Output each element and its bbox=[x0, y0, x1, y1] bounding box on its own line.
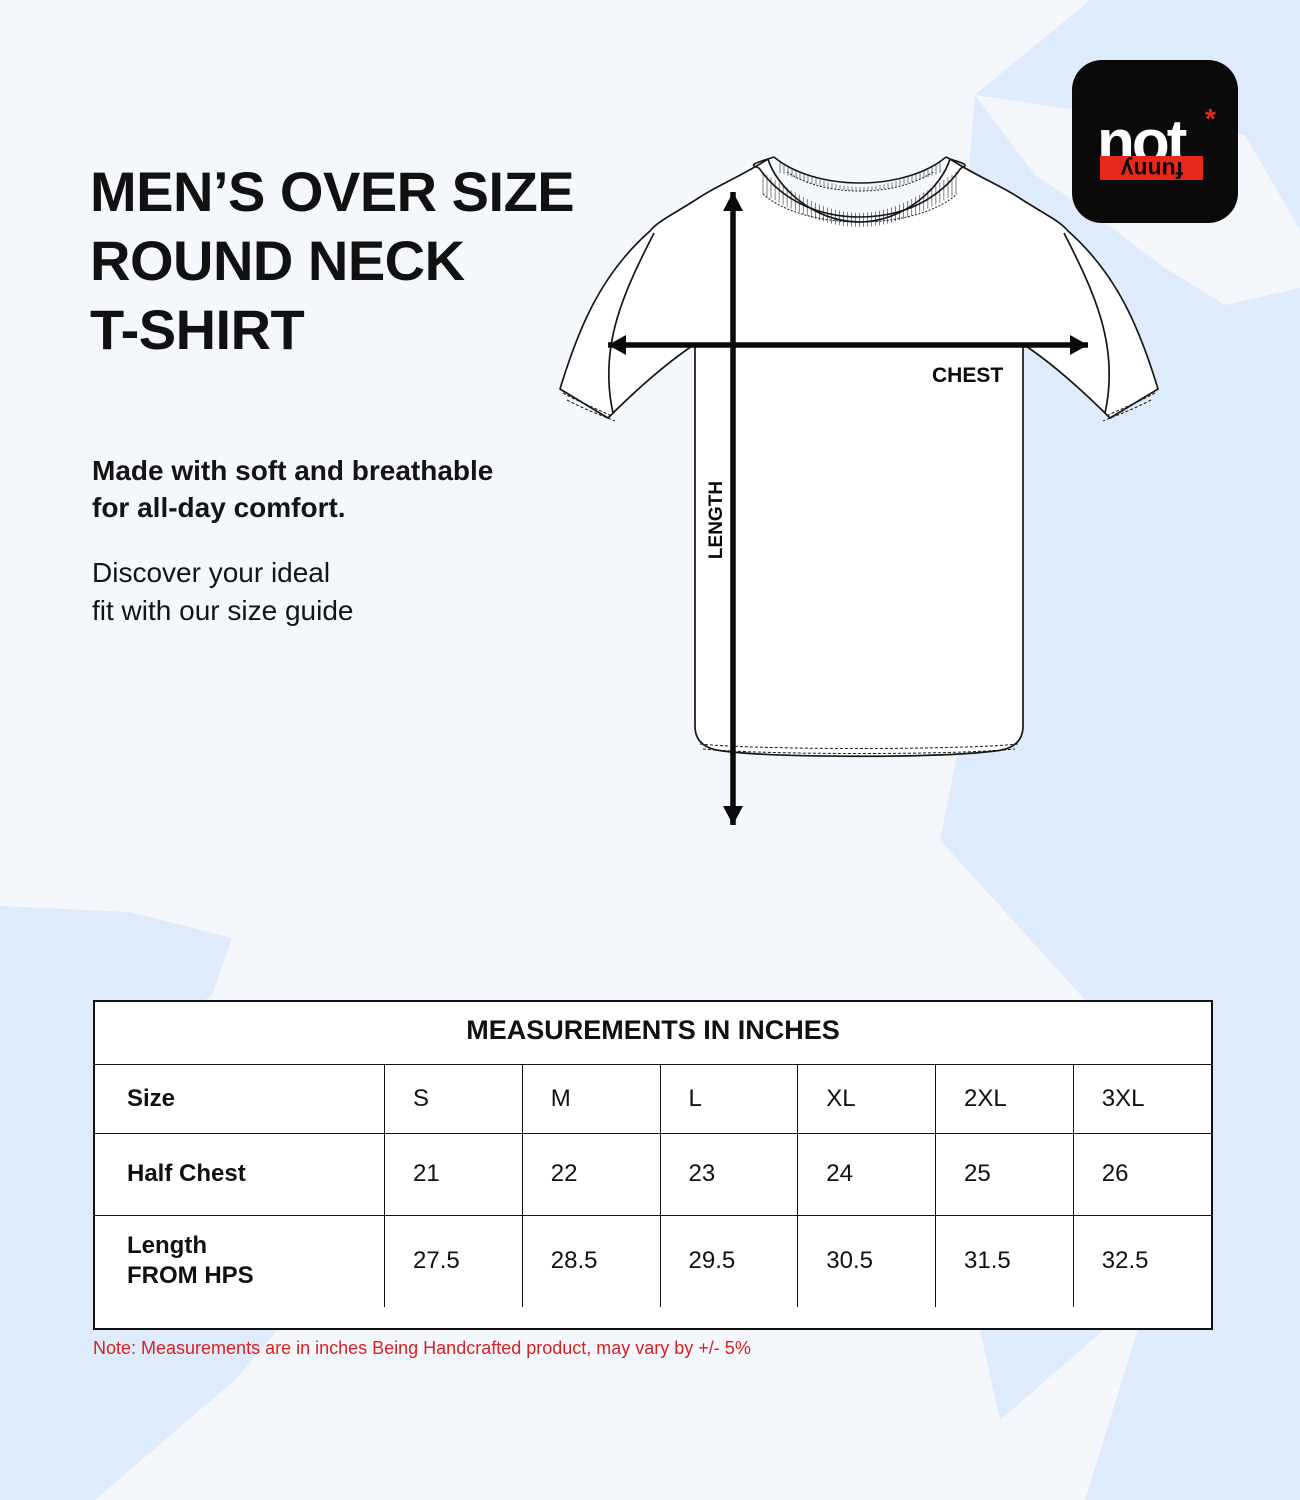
svg-text:LENGTH: LENGTH bbox=[706, 481, 727, 559]
svg-text:CHEST: CHEST bbox=[932, 364, 1003, 387]
